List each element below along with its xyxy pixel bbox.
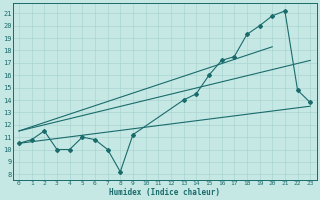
X-axis label: Humidex (Indice chaleur): Humidex (Indice chaleur) xyxy=(109,188,220,197)
